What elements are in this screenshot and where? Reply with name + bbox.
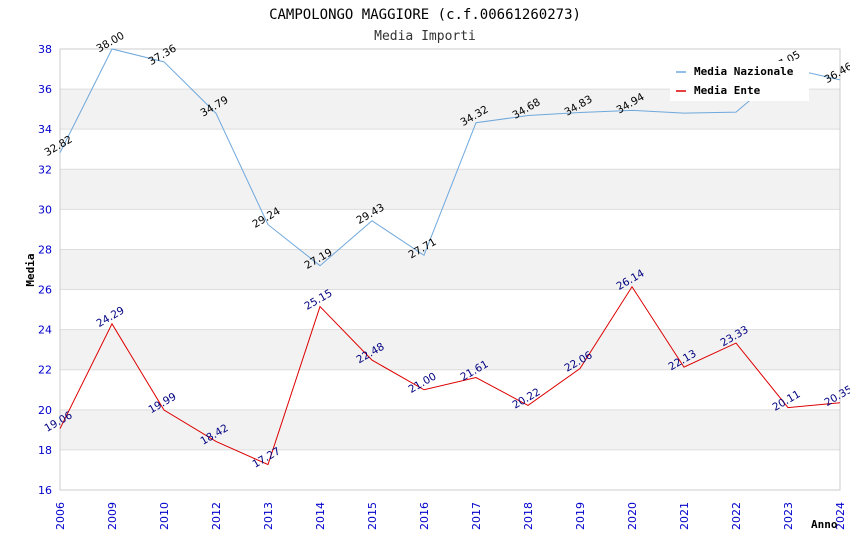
grid-bands xyxy=(60,89,840,450)
chart-subtitle: Media Importi xyxy=(374,29,476,44)
x-tick-label: 2006 xyxy=(54,502,67,530)
data-label: 36.46 xyxy=(822,60,850,86)
x-tick-label: 2021 xyxy=(678,502,691,530)
x-tick-label: 2022 xyxy=(730,502,743,530)
x-tick-label: 2018 xyxy=(522,502,535,530)
x-tick-label: 2014 xyxy=(314,502,327,530)
y-tick-label: 20 xyxy=(38,404,52,417)
y-tick-label: 28 xyxy=(38,243,52,256)
grid-lines xyxy=(60,48,840,491)
x-tick-label: 2024 xyxy=(834,502,847,530)
y-tick-label: 30 xyxy=(38,203,52,216)
grid-band xyxy=(60,329,840,370)
y-axis-label: Media xyxy=(24,253,37,286)
y-tick-label: 16 xyxy=(38,484,52,497)
x-tick-label: 2019 xyxy=(574,502,587,530)
y-tick-label: 18 xyxy=(38,444,52,457)
x-tick-label: 2010 xyxy=(158,502,171,530)
y-tick-label: 32 xyxy=(38,163,52,176)
x-axis-ticks: 2006 2009 2010 2012 2013 2014 2015 2016 2017 2018… xyxy=(54,502,847,530)
legend: Media Nazionale Media Ente xyxy=(670,61,809,101)
y-axis-ticks: 16 18 20 22 24 26 28 30 32 34 36 38 xyxy=(38,43,52,497)
series-line-media-nazionale xyxy=(59,48,841,267)
y-tick-label: 22 xyxy=(38,364,52,377)
series-line-media-ente xyxy=(59,285,841,466)
x-tick-label: 2017 xyxy=(470,502,483,530)
grid-band xyxy=(60,249,840,290)
data-label: 21.00 xyxy=(406,370,438,395)
data-label: 32.82 xyxy=(42,134,74,159)
data-label: 37.36 xyxy=(146,42,178,68)
x-axis-label: Anno xyxy=(811,518,838,531)
legend-label-media-nazionale: Media Nazionale xyxy=(694,65,794,78)
chart-title: CAMPOLONGO MAGGIORE (c.f.00661260273) xyxy=(269,7,581,23)
legend-box xyxy=(670,61,809,101)
x-tick-label: 2020 xyxy=(626,502,639,530)
series-lines xyxy=(59,48,841,466)
plot-area-border xyxy=(59,48,841,491)
y-tick-label: 26 xyxy=(38,284,52,297)
legend-label-media-ente: Media Ente xyxy=(694,84,761,97)
y-tick-label: 34 xyxy=(38,123,52,136)
grid-band xyxy=(60,409,840,450)
data-label: 20.35 xyxy=(822,383,850,408)
x-tick-label: 2016 xyxy=(418,502,431,530)
y-tick-label: 38 xyxy=(38,43,52,56)
x-tick-label: 2023 xyxy=(782,502,795,530)
y-tick-label: 24 xyxy=(38,324,52,337)
y-tick-label: 36 xyxy=(38,83,52,96)
x-tick-label: 2012 xyxy=(210,502,223,530)
data-label: 25.15 xyxy=(302,287,334,312)
data-label: 20.22 xyxy=(510,386,542,411)
x-tick-label: 2013 xyxy=(262,502,275,530)
x-tick-label: 2015 xyxy=(366,502,379,530)
x-tick-label: 2009 xyxy=(106,502,119,530)
